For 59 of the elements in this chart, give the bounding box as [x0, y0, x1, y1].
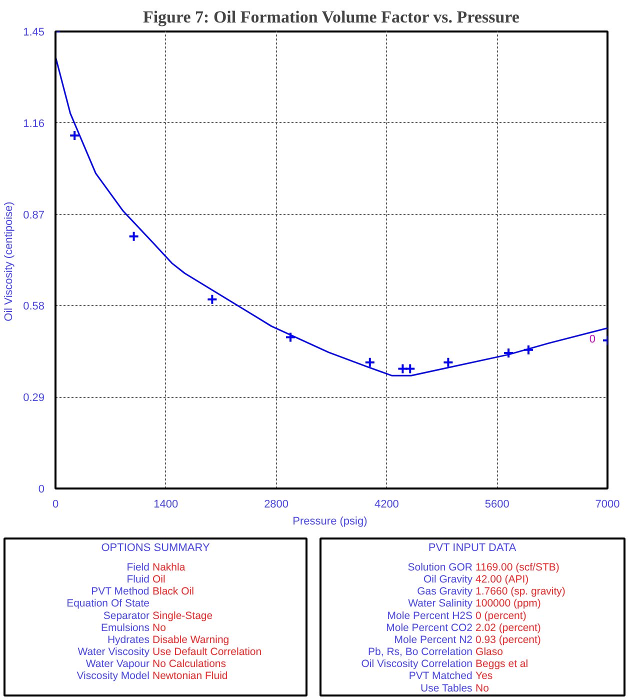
- text: Solution GOR: [408, 561, 473, 574]
- text: Oil Gravity: [423, 574, 474, 586]
- text: PVT INPUT DATA: [428, 542, 517, 554]
- text: PVT Matched: [408, 670, 472, 682]
- text: Water Viscosity: [78, 646, 150, 658]
- text: OPTIONS SUMMARY: [101, 542, 210, 554]
- text: 1169.00 (scf/STB): [476, 561, 560, 574]
- y-tick-label: 0.29: [23, 392, 45, 404]
- text: Fluid: [126, 574, 150, 586]
- text: Yes: [476, 670, 493, 682]
- text: PVT Method: [91, 586, 150, 598]
- text: Separator: [103, 610, 150, 622]
- x-tick-label: 7000: [595, 498, 620, 510]
- text: 2.02 (percent): [476, 622, 541, 634]
- x-tick-label: 1400: [154, 498, 178, 510]
- text: Emulsions: [101, 622, 150, 634]
- text: Single-Stage: [152, 610, 213, 622]
- y-tick-label: 0.87: [23, 209, 45, 222]
- y-tick-label: 0.58: [23, 300, 45, 313]
- y-tick-label: 1.16: [23, 118, 45, 130]
- text: No Calculations: [152, 658, 226, 670]
- x-tick-label: 4200: [374, 498, 399, 510]
- text: Water Salinity: [408, 598, 474, 610]
- text: Hydrates: [107, 634, 150, 646]
- text: Water Vapour: [86, 658, 150, 670]
- y-tick-label: 1.45: [23, 26, 45, 38]
- text: Mole Percent N2: [394, 634, 473, 646]
- text: Oil: [152, 574, 166, 586]
- text: Nakhla: [152, 561, 186, 574]
- text: Glaso: [476, 646, 504, 658]
- y-axis-title: Oil Viscosity (centipoise): [3, 202, 16, 322]
- text: Disable Warning: [152, 634, 230, 646]
- text: Use Tables: [420, 682, 472, 694]
- text: 100000 (ppm): [476, 598, 541, 610]
- text: Equation Of State: [66, 598, 150, 610]
- text: Oil Viscosity Correlation: [361, 658, 473, 670]
- text: Pb, Rs, Bo Correlation: [368, 646, 473, 658]
- text: 42.00 (API): [476, 574, 529, 586]
- text: Use Default Correlation: [152, 646, 262, 658]
- text: Field: [126, 561, 150, 574]
- x-tick-label: 0: [52, 498, 59, 510]
- text: No: [476, 682, 490, 694]
- text: 0.93 (percent): [476, 634, 541, 646]
- text: Newtonian Fluid: [152, 670, 228, 682]
- x-tick-label: 5600: [484, 498, 510, 510]
- annotation: 0: [589, 334, 596, 346]
- y-tick-label: 0: [38, 484, 45, 496]
- text: Mole Percent H2S: [387, 610, 473, 622]
- x-axis-title: Pressure (psig): [292, 516, 368, 528]
- text: 1.7660 (sp. gravity): [476, 586, 566, 598]
- text: 0 (percent): [476, 610, 526, 622]
- text: No: [152, 622, 166, 634]
- text: Beggs et al: [476, 658, 528, 670]
- text: Mole Percent CO2: [386, 622, 473, 634]
- text: Viscosity Model: [76, 670, 150, 682]
- x-tick-label: 2800: [264, 498, 289, 510]
- text: Black Oil: [152, 586, 194, 598]
- text: Gas Gravity: [417, 586, 474, 598]
- chart-title: Figure 7: Oil Formation Volume Factor vs. Pressure: [142, 8, 520, 26]
